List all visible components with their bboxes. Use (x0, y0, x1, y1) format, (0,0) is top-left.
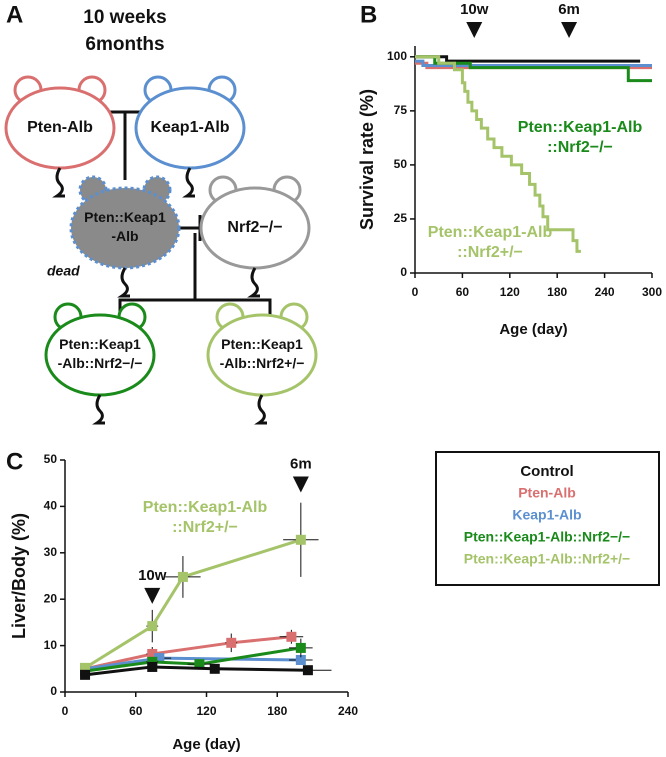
series-line (415, 55, 581, 253)
x-axis-title: Age (day) (172, 736, 240, 753)
node-note: dead (47, 263, 80, 279)
marker-label: 10w (138, 567, 167, 584)
point (295, 642, 306, 653)
y-tick-label: 100 (387, 49, 407, 63)
x-tick-label: 60 (456, 285, 470, 299)
series-line (415, 59, 652, 67)
marker-arrow (144, 587, 161, 604)
marker-arrow (466, 22, 483, 38)
series-label: ::Nrf2+/− (172, 519, 238, 536)
series-label: Pten::Keap1-Alb (143, 499, 268, 516)
series-label: Pten::Keap1-Alb (428, 224, 553, 241)
point (147, 656, 158, 667)
point (80, 662, 91, 673)
mouse-tail (247, 267, 260, 298)
panel-label: C (6, 448, 23, 475)
legend-entry: Pten::Keap1-Alb::Nrf2−/− (464, 529, 630, 545)
point (295, 654, 306, 665)
point (194, 659, 205, 670)
panel-label: A (6, 1, 23, 28)
series-line (84, 635, 292, 671)
node-label: -Alb::Nrf2+/− (220, 355, 305, 371)
panel-label: B (360, 1, 377, 28)
point (177, 571, 188, 582)
y-axis-title: Survival rate (%) (357, 89, 377, 230)
y-axis-title: Liver/Body (%) (9, 513, 29, 639)
diagram-title: 6months (85, 34, 164, 55)
y-tick-label: 75 (394, 103, 408, 117)
series-line (84, 538, 302, 670)
y-tick-label: 40 (44, 499, 58, 513)
marker-label: 10w (460, 1, 489, 18)
x-tick-label: 120 (196, 704, 216, 718)
node-label: Keap1-Alb (150, 119, 229, 136)
series-label: ::Nrf2+/− (457, 244, 523, 261)
series-line (84, 646, 302, 673)
point (286, 631, 297, 642)
series-label: Pten::Keap1-Alb (518, 119, 643, 136)
mouse-tail (254, 394, 267, 425)
series-line (84, 665, 308, 677)
node-label: Nrf2−/− (227, 219, 282, 236)
series-line (415, 55, 641, 63)
marker-label: 6m (290, 455, 312, 472)
mouse-tail (52, 167, 65, 198)
x-tick-label: 60 (129, 704, 143, 718)
point (147, 621, 158, 632)
point (154, 653, 165, 664)
y-tick-label: 10 (44, 638, 58, 652)
legend-title: Control (520, 463, 573, 480)
diagram-title: 10 weeks (83, 7, 166, 28)
node-label: Pten-Alb (27, 119, 93, 136)
legend-entry: Pten::Keap1-Alb::Nrf2+/− (464, 551, 630, 567)
y-tick-label: 25 (394, 211, 408, 225)
x-tick-label: 0 (412, 285, 419, 299)
mouse-head (199, 186, 311, 270)
point (295, 534, 306, 545)
x-tick-label: 240 (338, 704, 358, 718)
x-tick-label: 300 (642, 285, 662, 299)
node-label: -Alb (111, 228, 138, 244)
mouse-tail (182, 167, 195, 198)
legend-entry: Pten-Alb (518, 485, 576, 501)
marker-arrow (561, 22, 578, 38)
mouse-tail (92, 394, 105, 425)
legend-box (435, 451, 660, 586)
y-tick-label: 50 (394, 157, 408, 171)
point (147, 661, 158, 672)
x-axis-title: Age (day) (499, 321, 567, 338)
point (302, 665, 313, 676)
x-tick-label: 120 (500, 285, 520, 299)
x-tick-label: 240 (595, 285, 615, 299)
y-tick-label: 0 (400, 265, 407, 279)
node-label: Pten::Keap1 (221, 336, 303, 352)
y-tick-label: 50 (44, 452, 58, 466)
legend-entry: Keap1-Alb (512, 507, 581, 523)
marker-arrow (292, 476, 309, 493)
point (209, 663, 220, 674)
marker-label: 6m (558, 1, 580, 18)
y-tick-label: 0 (50, 684, 57, 698)
x-tick-label: 0 (62, 704, 69, 718)
point (147, 648, 158, 659)
x-tick-label: 180 (547, 285, 567, 299)
node-label: Pten::Keap1 (59, 336, 141, 352)
node-label: Pten::Keap1 (84, 209, 166, 225)
point (226, 637, 237, 648)
mouse-tail (117, 267, 130, 298)
y-tick-label: 20 (44, 591, 58, 605)
y-tick-label: 30 (44, 545, 58, 559)
x-tick-label: 180 (267, 704, 287, 718)
node-label: -Alb::Nrf2−/− (58, 355, 143, 371)
series-label: ::Nrf2−/− (547, 139, 613, 156)
point (80, 669, 91, 680)
